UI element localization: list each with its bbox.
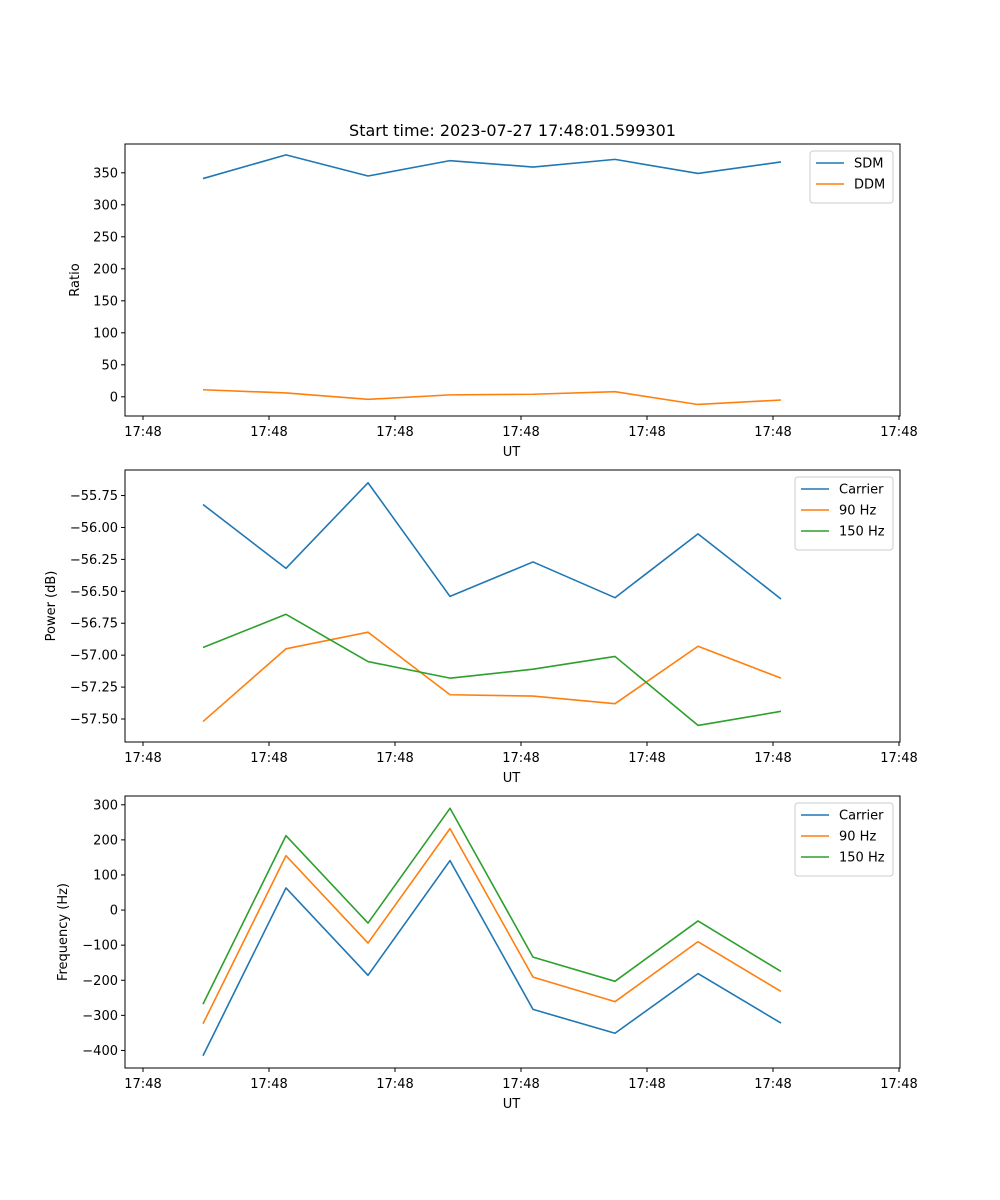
y-tick-label: 150 [93, 294, 118, 309]
x-axis-label: UT [503, 445, 521, 460]
y-tick-label: 50 [101, 358, 118, 373]
legend-entry: 150 Hz [839, 525, 885, 540]
y-tick-label: 200 [93, 262, 118, 277]
x-tick-label: 17:48 [880, 425, 917, 440]
x-tick-label: 17:48 [376, 425, 413, 440]
y-tick-label: 100 [93, 868, 118, 883]
series-line-150-hz [202, 807, 782, 1005]
chart-title: Start time: 2023-07-27 17:48:01.599301 [349, 121, 676, 140]
y-tick-label: 0 [110, 390, 118, 405]
y-tick-label: 100 [93, 326, 118, 341]
legend-entry: SDM [854, 157, 883, 172]
series-line-carrier [202, 859, 782, 1057]
y-tick-label: 250 [93, 230, 118, 245]
chart-panel-2: −57.50 −57.25 −57.00 −56.75 −56.50 −56.25 −56.… [44, 469, 918, 786]
legend-entry: 90 Hz [839, 830, 876, 845]
y-tick-label: 300 [93, 798, 118, 813]
y-tick-label: −57.25 [70, 681, 118, 696]
x-tick-label: 17:48 [628, 425, 665, 440]
axes-frame [124, 143, 901, 417]
y-tick-label: −56.75 [70, 617, 118, 632]
legend-entry: DDM [854, 178, 885, 193]
series-line-sdm [202, 154, 782, 180]
chart-panel-3: −400 −300 −200 −100 0 100 200 300 17:48 17:48 17:4… [56, 795, 918, 1112]
series-line-ddm [202, 388, 782, 406]
series-line-90-hz [202, 631, 782, 723]
series-line-carrier [202, 481, 782, 600]
series-line-150-hz [202, 613, 782, 727]
legend: SDM DDM [809, 150, 894, 204]
y-tick-label: 350 [93, 166, 118, 181]
y-tick-label: −200 [82, 974, 118, 989]
y-tick-label: −55.75 [70, 489, 118, 504]
legend-entry: 150 Hz [839, 851, 885, 866]
legend-box [809, 150, 894, 204]
x-tick-label: 17:48 [250, 425, 287, 440]
x-tick-label: 17:48 [628, 1077, 665, 1092]
legend: Carrier 90 Hz 150 Hz [794, 476, 894, 551]
x-axis-label: UT [503, 1097, 521, 1112]
legend-entry: Carrier [839, 483, 884, 498]
legend: Carrier 90 Hz 150 Hz [794, 802, 894, 877]
y-tick-label: −57.00 [70, 649, 118, 664]
x-tick-label: 17:48 [502, 425, 539, 440]
x-tick-label: 17:48 [376, 751, 413, 766]
x-tick-label: 17:48 [754, 751, 791, 766]
x-tick-label: 17:48 [502, 751, 539, 766]
x-tick-label: 17:48 [502, 1077, 539, 1092]
x-tick-label: 17:48 [628, 751, 665, 766]
y-axis-label: Ratio [68, 263, 83, 296]
x-tick-label: 17:48 [880, 1077, 917, 1092]
x-axis-label: UT [503, 771, 521, 786]
x-tick-label: 17:48 [754, 1077, 791, 1092]
x-tick-label: 17:48 [880, 751, 917, 766]
y-axis-label: Frequency (Hz) [56, 883, 71, 981]
x-tick-label: 17:48 [250, 1077, 287, 1092]
x-tick-label: 17:48 [754, 425, 791, 440]
x-tick-label: 17:48 [124, 425, 161, 440]
axes-frame [124, 469, 901, 743]
y-axis-label: Power (dB) [44, 571, 59, 642]
y-tick-label: −56.50 [70, 585, 118, 600]
y-tick-label: 200 [93, 833, 118, 848]
x-tick-label: 17:48 [250, 751, 287, 766]
legend-entry: Carrier [839, 809, 884, 824]
y-tick-label: 0 [110, 904, 118, 919]
y-tick-label: −300 [82, 1009, 118, 1024]
x-tick-label: 17:48 [376, 1077, 413, 1092]
y-tick-label: −100 [82, 939, 118, 954]
axes-frame [124, 795, 901, 1069]
chart-panel-1: 0 50 100 150 200 250 300 350 17:48 17:48 17:48 17:4… [68, 143, 918, 460]
legend-entry: 90 Hz [839, 504, 876, 519]
y-tick-label: −400 [82, 1044, 118, 1059]
series-line-90-hz [202, 827, 782, 1025]
x-tick-label: 17:48 [124, 1077, 161, 1092]
x-tick-label: 17:48 [124, 751, 161, 766]
y-tick-label: −56.00 [70, 521, 118, 536]
y-tick-label: −56.25 [70, 553, 118, 568]
y-tick-label: −57.50 [70, 713, 118, 728]
y-tick-label: 300 [93, 198, 118, 213]
